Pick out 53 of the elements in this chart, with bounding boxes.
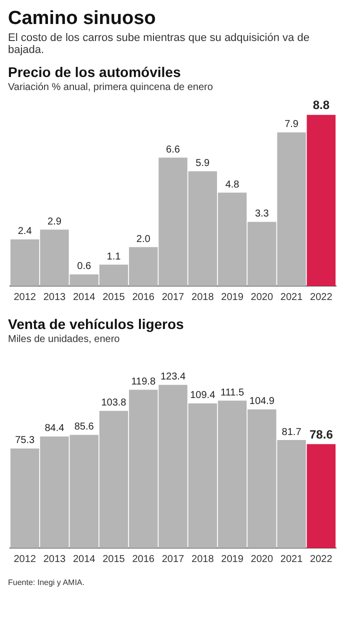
data-label: 103.8 bbox=[101, 398, 127, 409]
data-label: 7.9 bbox=[284, 119, 299, 130]
x-tick-label: 2018 bbox=[192, 292, 214, 303]
data-label: 6.6 bbox=[166, 144, 180, 156]
x-tick-label: 2022 bbox=[310, 292, 333, 303]
x-tick-label: 2015 bbox=[102, 554, 126, 565]
data-label: 75.3 bbox=[15, 435, 35, 446]
source-note: Fuente: Inegi y AMIA. bbox=[8, 578, 86, 587]
x-tick-label: 2012 bbox=[14, 554, 36, 565]
data-label: 111.5 bbox=[220, 387, 244, 398]
chart-title: Precio de los automóviles bbox=[8, 64, 182, 80]
x-tick-label: 2017 bbox=[162, 292, 185, 303]
x-tick-label: 2020 bbox=[250, 554, 274, 565]
text: El costo de los carros sube mientras que su adquisición va de bajada. bbox=[8, 32, 310, 56]
x-tick-label: 2013 bbox=[43, 292, 66, 303]
data-label: 0.6 bbox=[77, 261, 92, 272]
data-label: 85.6 bbox=[74, 422, 94, 433]
data-label: 123.4 bbox=[160, 372, 186, 383]
x-tick-label: 2021 bbox=[280, 554, 304, 565]
data-label: 119.8 bbox=[131, 376, 156, 388]
data-label: 81.7 bbox=[282, 426, 302, 438]
chart-subtitle: Variación % anual, primera quincena de enero bbox=[8, 82, 214, 93]
chart-subtitle: Miles de unidades, enero bbox=[8, 334, 121, 345]
data-label: 109.4 bbox=[190, 390, 216, 402]
bar bbox=[306, 114, 336, 286]
data-label: 2.9 bbox=[48, 216, 62, 228]
x-tick-label: 2018 bbox=[192, 554, 214, 565]
data-label: 78.6 bbox=[310, 427, 334, 442]
x-tick-label: 2021 bbox=[280, 292, 304, 303]
data-label: 104.9 bbox=[249, 396, 275, 408]
x-tick-label: 2019 bbox=[221, 292, 244, 303]
data-label: 2.0 bbox=[136, 234, 151, 245]
data-label: 2.4 bbox=[18, 226, 32, 238]
data-label: 1.1 bbox=[106, 251, 122, 262]
text: Camino sinuoso bbox=[8, 8, 157, 30]
x-tick-label: 2019 bbox=[221, 554, 244, 565]
x-tick-label: 2022 bbox=[310, 554, 333, 565]
x-tick-label: 2016 bbox=[132, 292, 155, 303]
x-tick-label: 2016 bbox=[132, 554, 155, 565]
x-tick-label: 2013 bbox=[43, 554, 66, 565]
x-tick-label: 2012 bbox=[14, 292, 36, 303]
data-label: 5.9 bbox=[196, 158, 210, 170]
x-tick-label: 2017 bbox=[162, 554, 185, 565]
data-label: 84.4 bbox=[44, 423, 65, 434]
chart-title: Venta de vehículos ligeros bbox=[8, 316, 185, 332]
data-label: 4.8 bbox=[225, 179, 240, 190]
x-tick-label: 2015 bbox=[102, 292, 126, 303]
data-label: 8.8 bbox=[312, 98, 330, 112]
x-tick-label: 2014 bbox=[72, 554, 96, 565]
x-tick-label: 2020 bbox=[250, 292, 274, 303]
bar bbox=[306, 444, 336, 548]
x-tick-label: 2014 bbox=[72, 292, 96, 303]
data-label: 3.3 bbox=[254, 208, 270, 220]
